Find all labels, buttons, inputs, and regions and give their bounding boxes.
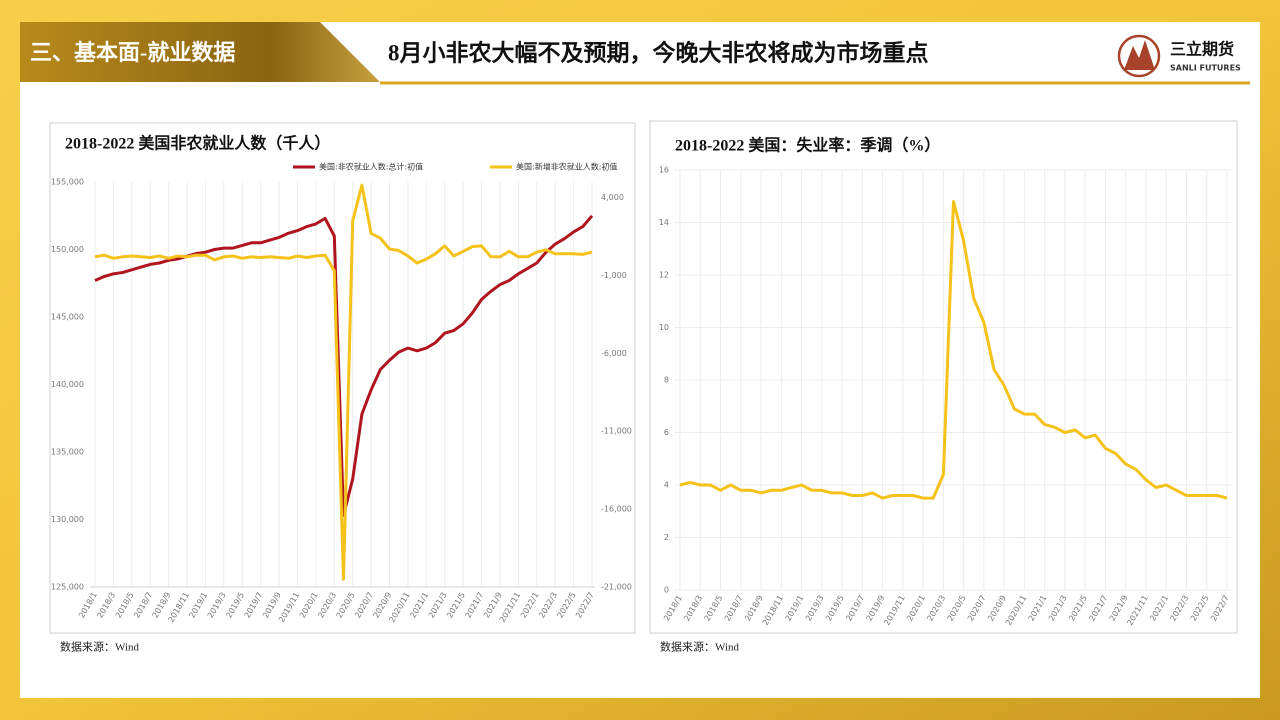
y-tick-label: 135,000 — [51, 448, 84, 457]
y2-tick-label: 4,000 — [601, 193, 624, 202]
chart-title: 2018-2022 美国：失业率：季调（%） — [675, 136, 940, 155]
y-tick-label: 155,000 — [51, 178, 84, 187]
chart-panel — [49, 122, 636, 634]
chart-title: 2018-2022 美国非农就业人数（千人） — [65, 134, 330, 153]
y-tick-label: 140,000 — [51, 380, 84, 389]
y-tick-label: 130,000 — [51, 515, 84, 524]
logo-text-en: SANLI FUTURES — [1170, 64, 1241, 73]
y-tick-label: 8 — [664, 376, 669, 385]
logo-text: 三立期货 — [1170, 40, 1234, 59]
y2-tick-label: -1,000 — [601, 271, 627, 280]
page-title: 8月小非农大幅不及预期，今晚大非农将成为市场重点 — [388, 39, 929, 65]
content-area — [20, 22, 1260, 698]
y2-tick-label: -21,000 — [601, 583, 632, 592]
logo-mountain — [1124, 40, 1155, 70]
legend-label: 美国:非农就业人数:总计:初值 — [319, 162, 423, 172]
y-tick-label: 4 — [664, 481, 669, 490]
y-tick-label: 145,000 — [51, 313, 84, 322]
chart-panel — [649, 120, 1238, 634]
y2-tick-label: -11,000 — [601, 427, 632, 436]
source-note: 数据来源：Wind — [660, 640, 739, 654]
section-title: 三、基本面-就业数据 — [30, 40, 235, 65]
y-tick-label: 125,000 — [51, 583, 84, 592]
data-line — [94, 214, 594, 517]
y-tick-label: 16 — [659, 166, 669, 175]
section-band — [20, 22, 380, 82]
y-tick-label: 150,000 — [51, 245, 84, 254]
logo-ring — [1117, 34, 1161, 78]
y-tick-label: 10 — [659, 323, 669, 332]
logo: 三立期货 SANLI FUTURES — [1117, 34, 1241, 78]
y2-tick-label: -16,000 — [601, 505, 632, 514]
source-note: 数据来源：Wind — [60, 640, 139, 654]
legend-label: 美国:新增非农就业人数:初值 — [516, 162, 617, 172]
y-tick-label: 14 — [659, 218, 669, 227]
y2-tick-label: -6,000 — [601, 349, 627, 358]
y-tick-label: 2 — [664, 533, 669, 542]
y-tick-label: 0 — [664, 586, 669, 595]
y-tick-label: 6 — [664, 428, 669, 437]
y-tick-label: 12 — [659, 271, 669, 280]
data-line — [94, 183, 593, 581]
data-line — [679, 200, 1228, 500]
